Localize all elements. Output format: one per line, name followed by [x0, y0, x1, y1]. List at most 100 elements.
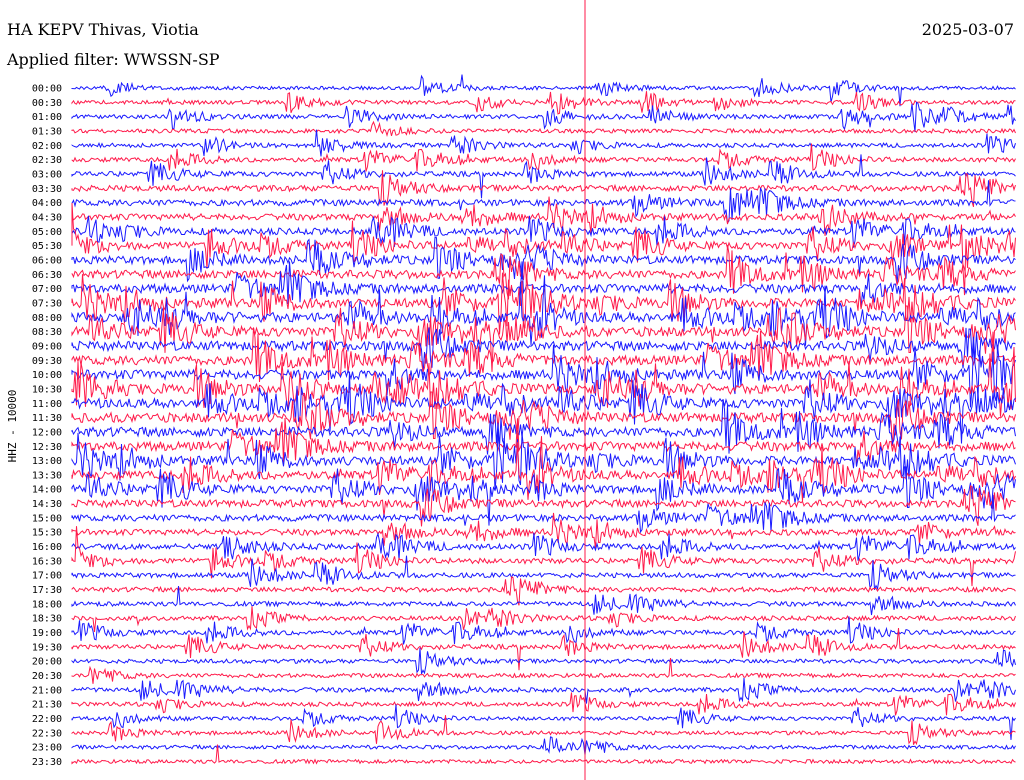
- time-tick-label: 16:30: [32, 556, 62, 567]
- filter-label: Applied filter: WWSSN-SP: [7, 50, 220, 69]
- time-tick-label: 04:30: [32, 212, 62, 223]
- time-tick-label: 04:00: [32, 198, 62, 209]
- trace-line: [71, 627, 1016, 671]
- time-tick-label: 14:00: [32, 485, 62, 496]
- time-tick-label: 19:00: [32, 628, 62, 639]
- time-tick-label: 02:30: [32, 155, 62, 166]
- trace-line: [71, 327, 1016, 375]
- trace-line: [71, 143, 1016, 172]
- time-tick-label: 10:00: [32, 370, 62, 381]
- time-tick-label: 14:30: [32, 499, 62, 510]
- time-tick-label: 02:00: [32, 141, 62, 152]
- trace-line: [71, 170, 1016, 207]
- trace-line: [71, 74, 1016, 107]
- trace-line: [71, 346, 1016, 417]
- time-tick-label: 19:30: [32, 642, 62, 653]
- trace-line: [71, 512, 1016, 548]
- trace-line: [71, 616, 1016, 645]
- time-tick-label: 22:00: [32, 714, 62, 725]
- time-tick-label: 09:00: [32, 341, 62, 352]
- trace-line: [71, 129, 1016, 157]
- time-tick-label: 13:00: [32, 456, 62, 467]
- trace-group: [71, 74, 1016, 765]
- time-tick-label: 15:30: [32, 528, 62, 539]
- time-tick-label: 10:30: [32, 384, 62, 395]
- trace-line: [71, 647, 1016, 675]
- time-tick-label: 16:00: [32, 542, 62, 553]
- time-tick-label: 09:30: [32, 356, 62, 367]
- trace-line: [71, 658, 1016, 684]
- trace-line: [71, 327, 1016, 383]
- time-tick-label: 01:30: [32, 126, 62, 137]
- time-axis: 00:00 00:30 01:00 01:30 02:00 02:30 03:00 03:30…: [32, 84, 62, 769]
- trace-line: [71, 576, 1016, 606]
- trace-line: [71, 531, 1016, 561]
- time-tick-label: 05:00: [32, 227, 62, 238]
- channel-label: HHZ - 10000: [6, 390, 19, 463]
- time-tick-label: 00:00: [32, 84, 62, 95]
- trace-line: [71, 244, 1016, 300]
- time-tick-label: 03:30: [32, 184, 62, 195]
- trace-line: [71, 417, 1016, 467]
- time-tick-label: 21:30: [32, 700, 62, 711]
- trace-line: [71, 677, 1016, 704]
- trace-line: [71, 555, 1016, 591]
- time-tick-label: 05:30: [32, 241, 62, 252]
- trace-line: [71, 215, 1016, 248]
- trace-line: [71, 305, 1016, 372]
- time-tick-label: 03:00: [32, 169, 62, 180]
- trace-line: [71, 431, 1016, 491]
- time-tick-label: 22:30: [32, 728, 62, 739]
- trace-line: [71, 526, 1016, 587]
- time-tick-label: 12:30: [32, 442, 62, 453]
- trace-line: [71, 275, 1016, 346]
- trace-line: [71, 744, 1016, 765]
- time-tick-label: 20:30: [32, 671, 62, 682]
- trace-line: [71, 391, 1016, 447]
- time-tick-label: 18:30: [32, 614, 62, 625]
- trace-line: [71, 692, 1016, 716]
- time-tick-label: 21:00: [32, 685, 62, 696]
- trace-line: [71, 120, 1016, 138]
- trace-line: [71, 494, 1016, 534]
- trace-line: [71, 466, 1016, 526]
- trace-line: [71, 606, 1016, 632]
- trace-line: [71, 715, 1016, 746]
- time-tick-label: 08:30: [32, 327, 62, 338]
- trace-line: [71, 585, 1016, 616]
- date-label: 2025-03-07: [921, 20, 1014, 39]
- time-tick-label: 07:30: [32, 298, 62, 309]
- trace-line: [71, 202, 1016, 296]
- trace-line: [71, 154, 1016, 199]
- time-tick-label: 08:00: [32, 313, 62, 324]
- trace-line: [71, 91, 1016, 115]
- trace-line: [71, 180, 1016, 225]
- station-title: HA KEPV Thivas, Viotia: [7, 20, 199, 39]
- trace-line: [71, 484, 1016, 527]
- time-tick-label: 23:30: [32, 757, 62, 768]
- time-tick-label: 13:30: [32, 470, 62, 481]
- time-tick-label: 12:00: [32, 427, 62, 438]
- trace-line: [71, 261, 1016, 308]
- time-tick-label: 23:00: [32, 743, 62, 754]
- trace-line: [71, 399, 1016, 455]
- time-tick-label: 00:30: [32, 98, 62, 109]
- time-tick-label: 11:30: [32, 413, 62, 424]
- time-tick-label: 18:00: [32, 599, 62, 610]
- time-tick-label: 06:00: [32, 255, 62, 266]
- trace-line: [71, 236, 1016, 285]
- trace-line: [71, 371, 1016, 444]
- trace-line: [71, 101, 1016, 133]
- time-tick-label: 01:00: [32, 112, 62, 123]
- time-tick-label: 07:00: [32, 284, 62, 295]
- trace-line: [71, 736, 1016, 756]
- time-tick-label: 17:30: [32, 585, 62, 596]
- trace-line: [71, 196, 1016, 236]
- time-tick-label: 06:30: [32, 270, 62, 281]
- time-tick-label: 20:00: [32, 657, 62, 668]
- time-tick-label: 11:00: [32, 399, 62, 410]
- trace-line: [71, 704, 1016, 740]
- trace-line: [71, 343, 1016, 408]
- time-tick-label: 15:00: [32, 513, 62, 524]
